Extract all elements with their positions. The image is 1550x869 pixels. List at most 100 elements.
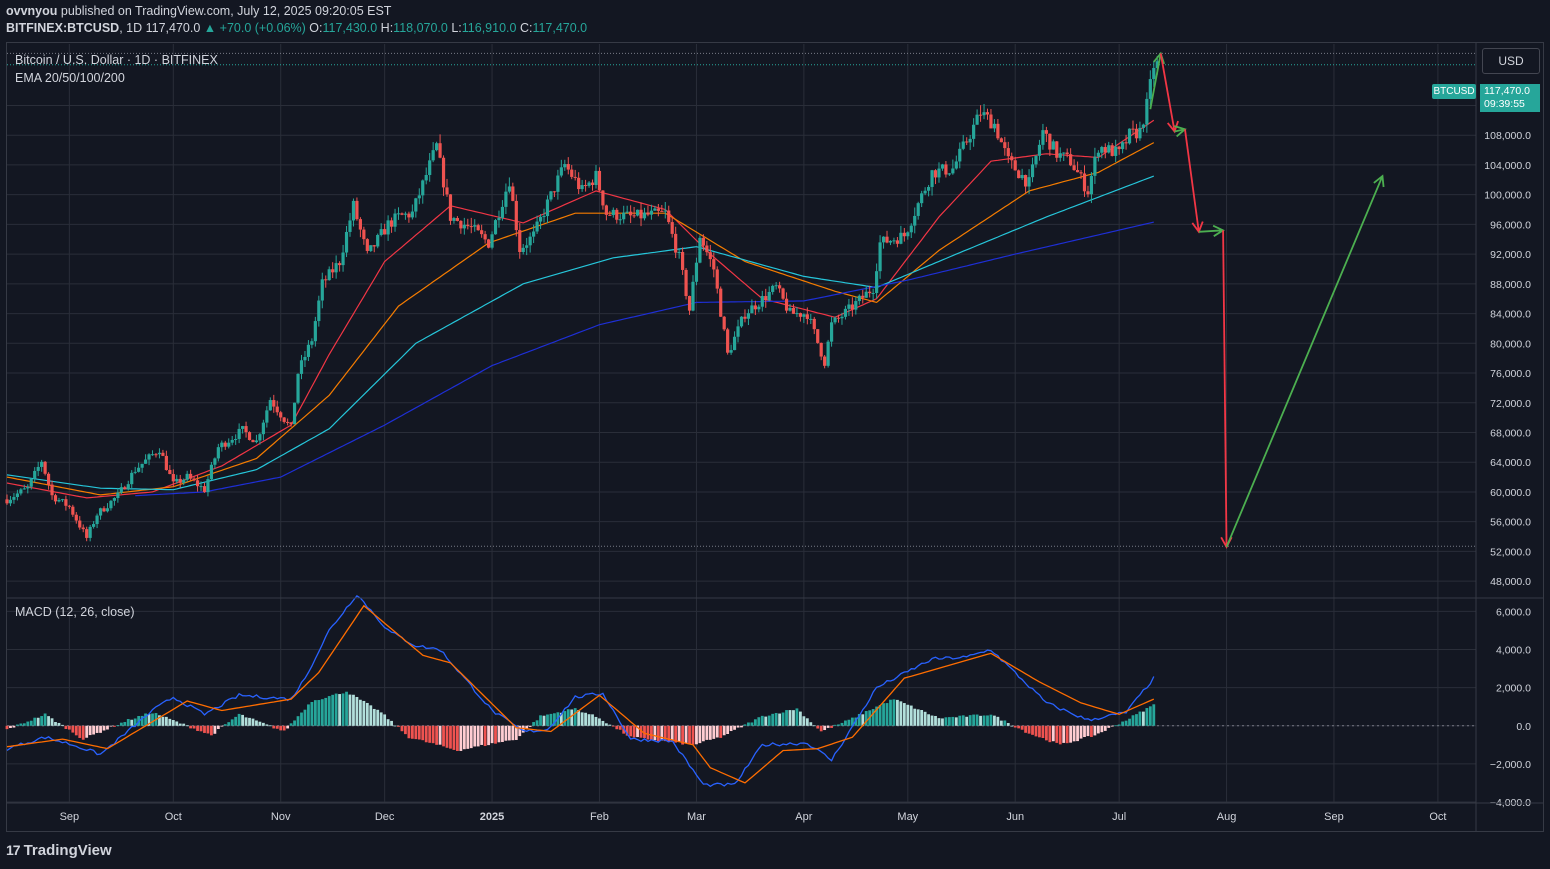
macd-histogram-bar (532, 722, 536, 726)
ema-legend[interactable]: EMA 20/50/100/200 (15, 71, 125, 85)
candle-body (1127, 128, 1132, 144)
ema-line-2 (6, 142, 1155, 496)
candle-body (736, 326, 740, 337)
currency-button[interactable]: USD (1482, 48, 1540, 74)
last-price: 117,470.0 (145, 21, 201, 35)
candle-body (254, 440, 259, 443)
macd-histogram-bar (119, 722, 123, 726)
close-label: C: (519, 21, 533, 35)
candle-body (445, 187, 449, 195)
candle-body (681, 251, 685, 270)
candle-body (836, 317, 841, 319)
symbol-price-tag: BTCUSD (1432, 84, 1476, 99)
macd-histogram-bar (213, 725, 217, 734)
candle-body (875, 271, 879, 294)
x-tick-label: Jul (1112, 811, 1126, 823)
candle-body (105, 508, 110, 512)
macd-histogram-bar (594, 716, 598, 726)
candle-body (601, 190, 605, 206)
candle-body (701, 237, 705, 246)
candle-body (265, 410, 269, 423)
macd-histogram-bar (1010, 725, 1014, 727)
candle-body (119, 487, 123, 493)
open-label: O: (309, 21, 323, 35)
macd-histogram-bar (857, 713, 861, 726)
macd-histogram-bar (954, 717, 958, 726)
x-tick-label: Dec (375, 811, 395, 823)
candle-body (199, 486, 203, 488)
candle-body (486, 239, 491, 248)
candle-body (164, 455, 168, 470)
macd-histogram-bar (670, 725, 674, 742)
y-tick-label: 76,000.0 (1490, 368, 1531, 380)
candle-body (303, 356, 307, 361)
macd-histogram-bar (698, 725, 702, 744)
candle-body (60, 499, 65, 501)
macd-histogram-bar (168, 718, 172, 726)
macd-histogram-bar (109, 725, 113, 727)
candle-body (629, 211, 633, 216)
candle-body (978, 114, 983, 116)
candle-body (594, 170, 598, 185)
macd-histogram-bar (1090, 725, 1093, 737)
macd-histogram-bar (1131, 715, 1135, 726)
tradingview-logo[interactable]: 17 TradingView (6, 842, 112, 859)
macd-histogram-bar (979, 715, 982, 726)
x-tick-label: Oct (1429, 811, 1446, 823)
candle-body (150, 454, 155, 456)
macd-histogram-bar (345, 691, 348, 726)
candle-body (906, 232, 910, 237)
main-legend-title: Bitcoin / U.S. Dollar · 1D · BITFINEX (15, 53, 218, 67)
candle-body (1030, 164, 1035, 178)
macd-tick-label: 4,000.0 (1496, 645, 1531, 657)
candle-body (684, 269, 688, 297)
macd-histogram-bar (837, 724, 840, 726)
candle-body (344, 231, 349, 253)
candle-body (1086, 191, 1090, 195)
candle-body (587, 182, 591, 186)
macd-histogram-bar (902, 703, 906, 726)
candle-body (289, 422, 293, 425)
macd-histogram-bar (885, 703, 889, 726)
candle-body (854, 301, 858, 310)
macd-histogram-bar (753, 719, 757, 726)
macd-histogram-bar (819, 725, 823, 732)
macd-histogram-bar (850, 717, 854, 726)
x-tick-label: 2025 (480, 811, 504, 823)
candle-body (1082, 173, 1087, 192)
candle-body (920, 193, 924, 204)
macd-histogram-bar (999, 720, 1003, 726)
candle-body (538, 216, 543, 222)
candle-body (618, 219, 622, 221)
macd-histogram-bar (757, 717, 761, 726)
candle-body (140, 463, 144, 468)
macd-histogram-bar (833, 724, 837, 726)
author-name[interactable]: ovvnyou (6, 4, 58, 18)
macd-legend[interactable]: MACD (12, 26, close) (15, 605, 135, 619)
candle-body (78, 520, 82, 528)
macd-histogram-bar (604, 723, 608, 726)
macd-histogram-bar (320, 699, 324, 726)
candle-body (424, 174, 428, 181)
candle-body (185, 473, 189, 480)
macd-histogram-bar (64, 725, 68, 729)
candle-body (916, 203, 920, 216)
open-value: 117,430.0 (322, 21, 378, 35)
macd-histogram-bar (615, 725, 619, 730)
interval-label: 1D (126, 21, 143, 35)
candle-body (1148, 79, 1152, 99)
candle-body (147, 454, 151, 460)
candle-body (29, 478, 33, 487)
macd-histogram-bar (1145, 708, 1149, 726)
candle-body (757, 306, 761, 310)
candle-body (1006, 148, 1010, 157)
macd-histogram-bar (494, 725, 497, 744)
candle-body (251, 440, 255, 443)
countdown-tag: 09:39:55 (1484, 98, 1525, 110)
candle-body (227, 442, 231, 447)
candle-body (143, 459, 148, 464)
candle-body (972, 124, 976, 139)
candle-body (88, 526, 92, 538)
x-tick-label: Oct (165, 811, 182, 823)
